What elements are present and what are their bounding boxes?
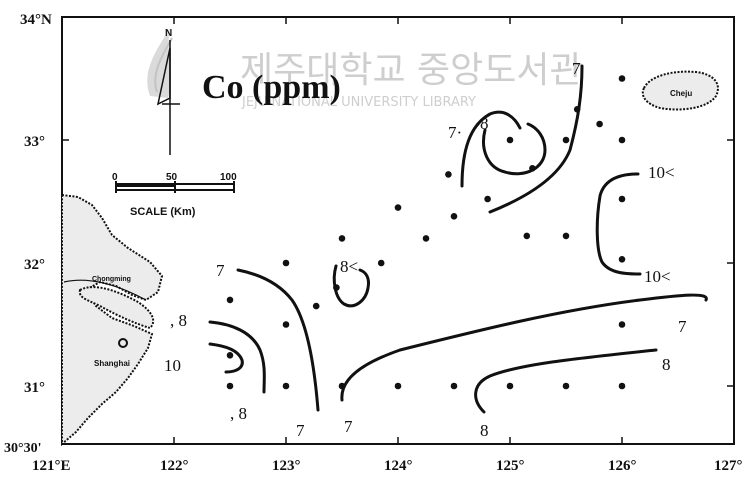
contour-label: 7 [216, 261, 225, 280]
scale-tick-label: 50 [166, 172, 178, 183]
contour-line [236, 268, 320, 412]
contour-label: 10 [164, 356, 181, 375]
sample-station-dot [618, 195, 626, 203]
library-watermark: 제주대학교 중앙도서관 JEJU NATIONAL UNIVERSITY LIB… [147, 28, 583, 110]
sample-station-dot [618, 75, 626, 82]
contour-line [474, 348, 658, 414]
place-label-chongming: Chongming [92, 276, 131, 283]
contour-line [208, 320, 266, 394]
contour-label: 7 [344, 417, 353, 436]
lat-tick-label: 30°30' [4, 441, 42, 456]
sample-station-dot [226, 352, 234, 359]
map-title: Co (ppm) [202, 69, 341, 106]
contour-line [482, 122, 547, 176]
sample-station-dot [282, 382, 290, 390]
contour-line [340, 293, 708, 402]
contour-label: 8 [480, 114, 489, 133]
contour-lines [208, 64, 708, 414]
sample-station-dot [394, 204, 402, 211]
contour-label: , 8 [230, 404, 247, 423]
shanghai-marker [118, 338, 128, 348]
sample-station-dot [618, 382, 626, 390]
longitude-labels: 121°E 122° 123° 124° 125° 126° 127° [32, 458, 743, 474]
place-label-jeju: Cheju [670, 89, 692, 98]
lat-tick-label: 34°N [20, 12, 52, 28]
lon-tick-label: 126° [608, 458, 637, 474]
sample-station-dot [573, 106, 581, 113]
chongming-island [78, 286, 155, 330]
sample-station-dot [529, 165, 536, 172]
sample-station-dot [618, 136, 626, 144]
jeju-island: Cheju [641, 70, 719, 111]
sample-station-dot [333, 284, 340, 291]
lat-tick-label: 32° [24, 257, 45, 273]
china-coast: Shanghai Chongming [61, 193, 164, 447]
sample-station-dot [377, 259, 385, 267]
contour-label: 8 [480, 421, 489, 440]
watermark-korean-text: 제주대학교 중앙도서관 [240, 50, 583, 91]
jeju-land [641, 70, 719, 111]
sample-station-dot [394, 382, 402, 390]
contour-label: 8 [662, 355, 671, 374]
lat-tick-label: 31° [24, 380, 45, 396]
lon-tick-label: 124° [384, 458, 413, 474]
sample-station-dot [422, 235, 430, 242]
sample-station-dot [338, 235, 346, 242]
sample-station-dot [226, 296, 234, 304]
sample-station-dot [338, 382, 346, 390]
sample-station-dot [523, 232, 531, 240]
sample-station-dot [282, 321, 290, 328]
sample-station-dot [562, 136, 570, 144]
sample-station-dot [596, 120, 603, 128]
north-label: N [165, 28, 172, 39]
sample-station-dot [445, 171, 452, 178]
contour-line [208, 342, 244, 374]
contour-label: 7· [448, 123, 462, 142]
sample-station-dot [618, 255, 626, 263]
contour-label: 7 [296, 421, 305, 440]
lon-tick-label: 121°E [32, 458, 71, 474]
scale-title: SCALE (Km) [130, 206, 196, 218]
place-label-shanghai: Shanghai [94, 359, 130, 368]
sample-station-dot [312, 302, 320, 310]
contour-line [460, 110, 522, 188]
sample-station-dot [484, 195, 491, 203]
sample-station-dot [450, 213, 458, 220]
sample-stations [226, 75, 626, 390]
scale-bar: 0 50 100 SCALE (Km) [112, 172, 237, 218]
sample-station-dot [226, 382, 234, 390]
sample-station-dot [282, 259, 290, 267]
contour-label: 10< [648, 163, 675, 182]
latitude-labels: 34°N 33° 32° 31° 30°30' [4, 12, 52, 456]
contour-label: 10< [644, 267, 671, 286]
lat-tick-label: 33° [24, 134, 45, 150]
contour-line [488, 64, 584, 214]
contour-label: , 8 [170, 311, 187, 330]
contour-labels: 7 8 7· 10< 8< 10< 7 , 8 10 , 8 7 7 7 8 8 [164, 59, 687, 440]
sample-station-dot [562, 232, 570, 240]
scale-tick-label: 0 [112, 172, 118, 183]
contour-label: 7 [572, 59, 581, 78]
north-arrow: N [156, 28, 180, 155]
sample-station-dot [506, 136, 514, 144]
lon-tick-label: 127° [714, 458, 743, 474]
watermark-english-text: JEJU NATIONAL UNIVERSITY LIBRARY [241, 95, 476, 110]
contour-line [595, 172, 642, 276]
contour-label: 7 [678, 317, 687, 336]
lon-tick-label: 123° [272, 458, 301, 474]
yangtze-channel [63, 279, 147, 301]
sample-station-dot [506, 382, 514, 390]
lon-tick-label: 122° [160, 458, 189, 474]
mainland-china-land [61, 193, 164, 447]
sample-station-dot [562, 382, 570, 390]
sample-station-dot [450, 382, 458, 390]
contour-label: 8< [340, 257, 358, 276]
scale-tick-label: 100 [220, 172, 237, 183]
sample-station-dot [618, 321, 626, 328]
lon-tick-label: 125° [496, 458, 525, 474]
